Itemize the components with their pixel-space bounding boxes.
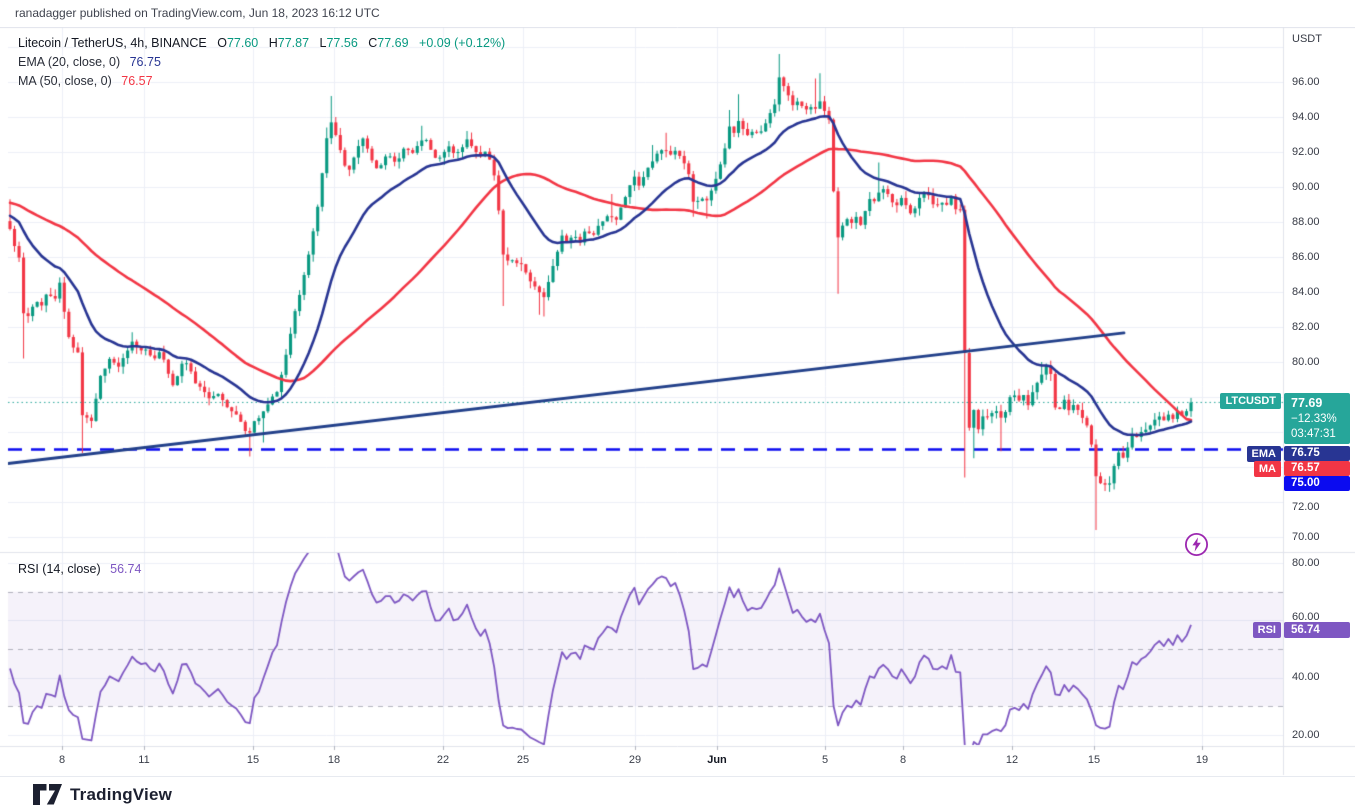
tradingview-logo-icon bbox=[33, 784, 62, 805]
publish-bar: ranadagger published on TradingView.com,… bbox=[0, 0, 1355, 27]
axis-price-label: 20.00 bbox=[1292, 729, 1320, 741]
axis-price-label: 96.00 bbox=[1292, 76, 1320, 88]
ohlc-high-value: 77.87 bbox=[277, 36, 310, 50]
axis-time-label: 11 bbox=[138, 754, 150, 766]
axis-price-label: 90.00 bbox=[1292, 181, 1320, 193]
axis-price-label: 72.00 bbox=[1292, 501, 1320, 513]
last-price-box: 77.69 −12.33% 03:47:31 bbox=[1284, 393, 1350, 444]
ema-price-box: 76.75 bbox=[1284, 446, 1350, 461]
rsi-label: RSI (14, close) bbox=[18, 562, 101, 576]
ema-value: 76.75 bbox=[129, 55, 161, 69]
level-price-box: 75.00 bbox=[1284, 476, 1350, 491]
symbol-price-tag: LTCUSDT bbox=[1220, 393, 1281, 409]
axis-time-label: 25 bbox=[516, 754, 530, 766]
ma-legend-row[interactable]: MA (50, close, 0) 76.57 bbox=[18, 72, 505, 91]
price-axis-unit: USDT bbox=[1292, 33, 1322, 45]
axis-time-label: 18 bbox=[327, 754, 341, 766]
axis-time-label: 5 bbox=[821, 754, 829, 766]
ohlc-close-key: C bbox=[368, 36, 378, 50]
axis-time-label: 12 bbox=[1005, 754, 1019, 766]
rsi-value-box: 56.74 bbox=[1284, 622, 1350, 638]
symbol-title: Litecoin / TetherUS, 4h, BINANCE bbox=[18, 36, 207, 50]
publish-line: ranadagger published on TradingView.com,… bbox=[15, 6, 380, 20]
axis-price-label: 88.00 bbox=[1292, 216, 1320, 228]
lightning-icon bbox=[1184, 532, 1209, 557]
last-price-value: 77.69 bbox=[1291, 396, 1323, 410]
footer-bar: TradingView bbox=[0, 776, 1355, 811]
change-value: +0.09 (+0.12%) bbox=[419, 36, 506, 50]
axis-price-label: 40.00 bbox=[1292, 671, 1320, 683]
time-axis[interactable]: 8 11 15 18 22 25 29 Jun 5 8 12 15 19 bbox=[0, 750, 1283, 775]
ma-value: 76.57 bbox=[121, 74, 153, 88]
ohlc-low-key: L bbox=[319, 36, 327, 50]
session-change-value: −12.33% bbox=[1291, 413, 1337, 425]
ema-label: EMA (20, close, 0) bbox=[18, 55, 121, 69]
axis-price-label: 82.00 bbox=[1292, 321, 1320, 333]
axis-price-label: 84.00 bbox=[1292, 286, 1320, 298]
ohlc-high-key: H bbox=[268, 36, 278, 50]
axis-price-label: 86.00 bbox=[1292, 251, 1320, 263]
rsi-legend-row[interactable]: RSI (14, close) 56.74 bbox=[18, 562, 141, 576]
axis-price-label: 92.00 bbox=[1292, 146, 1320, 158]
axis-price-label: 80.00 bbox=[1292, 356, 1320, 368]
axis-time-label: 8 bbox=[899, 754, 907, 766]
symbol-row[interactable]: Litecoin / TetherUS, 4h, BINANCE O77.60 … bbox=[18, 34, 505, 53]
axis-price-label: 80.00 bbox=[1292, 557, 1320, 569]
axis-price-label: 94.00 bbox=[1292, 111, 1320, 123]
ma-tag: MA bbox=[1253, 461, 1281, 477]
axis-price-label: 70.00 bbox=[1292, 531, 1320, 543]
axis-time-label: 15 bbox=[246, 754, 260, 766]
ema-legend-row[interactable]: EMA (20, close, 0) 76.75 bbox=[18, 53, 505, 72]
tradingview-logo[interactable]: TradingView bbox=[33, 784, 172, 805]
axis-time-label: 29 bbox=[628, 754, 642, 766]
rsi-value: 56.74 bbox=[110, 562, 142, 576]
axis-time-label: Jun bbox=[707, 754, 727, 766]
tradingview-logo-text: TradingView bbox=[70, 784, 173, 804]
boost-button[interactable] bbox=[1183, 531, 1210, 558]
bar-countdown: 03:47:31 bbox=[1291, 428, 1336, 440]
price-axis[interactable]: USDT 96.00 94.00 92.00 90.00 88.00 86.00 84.00… bbox=[1284, 0, 1355, 775]
ema-tag: EMA bbox=[1246, 446, 1281, 462]
axis-price-label: 60.00 bbox=[1292, 611, 1320, 623]
chart-legend: Litecoin / TetherUS, 4h, BINANCE O77.60 … bbox=[18, 34, 505, 91]
ohlc-close-value: 77.69 bbox=[377, 36, 409, 50]
ma-price-box: 76.57 bbox=[1284, 461, 1350, 476]
ohlc-open-key: O bbox=[217, 36, 227, 50]
ohlc-low-value: 77.56 bbox=[326, 36, 358, 50]
axis-time-label: 22 bbox=[436, 754, 450, 766]
axis-time-label: 15 bbox=[1087, 754, 1101, 766]
ohlc-open-value: 77.60 bbox=[226, 36, 259, 50]
axis-time-label: 19 bbox=[1195, 754, 1209, 766]
ma-label: MA (50, close, 0) bbox=[18, 74, 112, 88]
rsi-tag: RSI bbox=[1252, 622, 1281, 638]
axis-time-label: 8 bbox=[58, 754, 66, 766]
